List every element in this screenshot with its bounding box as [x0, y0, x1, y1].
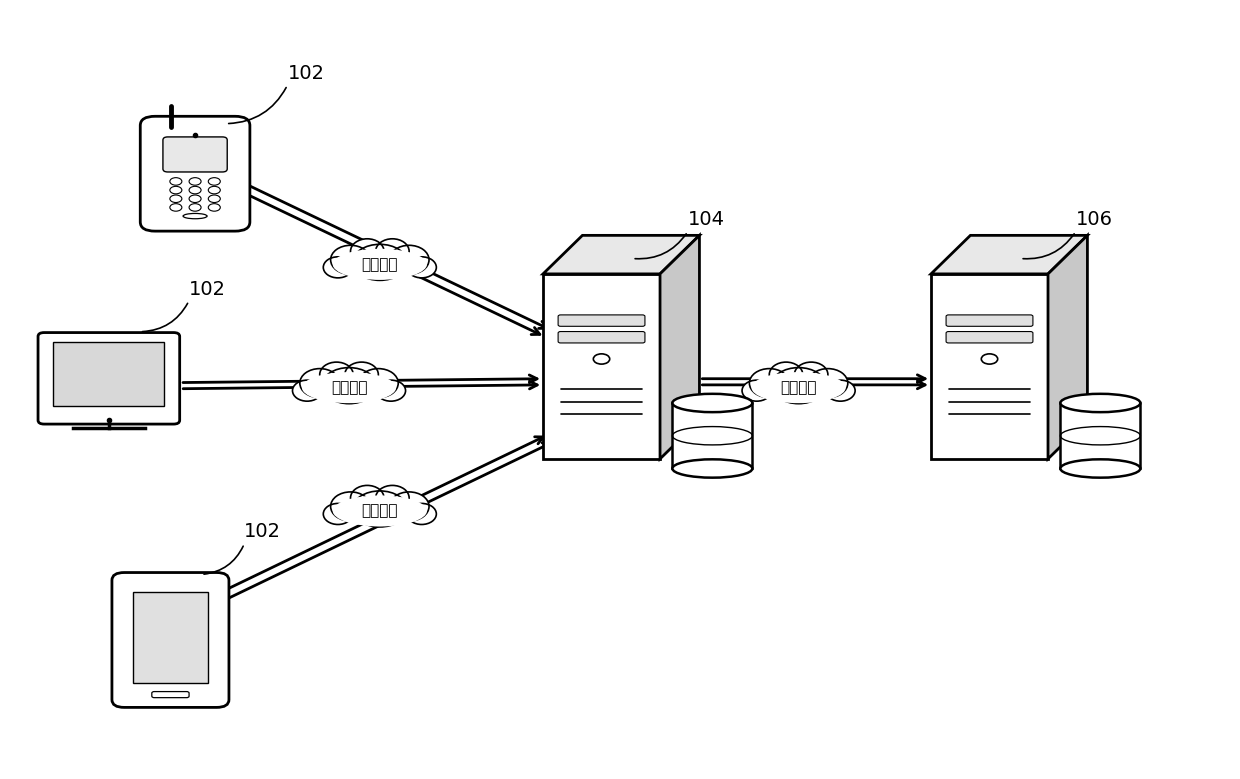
Ellipse shape	[352, 491, 407, 527]
Text: 106: 106	[1076, 210, 1112, 229]
Circle shape	[208, 203, 221, 211]
Ellipse shape	[749, 368, 789, 397]
Circle shape	[170, 178, 182, 185]
Ellipse shape	[358, 368, 398, 397]
Ellipse shape	[322, 368, 376, 404]
Ellipse shape	[795, 362, 828, 387]
FancyBboxPatch shape	[558, 332, 645, 343]
Text: 102: 102	[188, 280, 226, 298]
Text: 102: 102	[288, 64, 325, 83]
Ellipse shape	[300, 368, 340, 397]
Ellipse shape	[407, 503, 436, 524]
Circle shape	[208, 186, 221, 194]
FancyBboxPatch shape	[38, 333, 180, 424]
Ellipse shape	[301, 372, 396, 404]
Ellipse shape	[742, 380, 771, 401]
Text: 网络连接: 网络连接	[780, 380, 817, 395]
Text: 网络连接: 网络连接	[331, 380, 367, 395]
Ellipse shape	[293, 380, 322, 401]
Ellipse shape	[352, 245, 407, 280]
Polygon shape	[543, 235, 699, 274]
Ellipse shape	[332, 495, 427, 527]
Ellipse shape	[376, 485, 409, 510]
FancyBboxPatch shape	[140, 116, 250, 231]
Bar	[53, 342, 165, 406]
Ellipse shape	[331, 492, 371, 521]
Ellipse shape	[376, 239, 409, 264]
Ellipse shape	[389, 492, 429, 521]
Polygon shape	[1048, 235, 1087, 459]
Text: 网络连接: 网络连接	[362, 503, 398, 519]
Text: 网络连接: 网络连接	[362, 257, 398, 272]
Circle shape	[208, 195, 221, 203]
Ellipse shape	[826, 380, 856, 401]
FancyBboxPatch shape	[151, 692, 188, 698]
Ellipse shape	[1060, 394, 1141, 412]
Bar	[543, 274, 660, 459]
Circle shape	[170, 195, 182, 203]
FancyBboxPatch shape	[946, 332, 1033, 343]
FancyBboxPatch shape	[946, 315, 1033, 326]
Ellipse shape	[751, 372, 846, 404]
Bar	[133, 592, 208, 683]
Ellipse shape	[351, 485, 384, 510]
Ellipse shape	[407, 257, 436, 278]
Ellipse shape	[324, 503, 352, 524]
Polygon shape	[931, 235, 1087, 274]
Ellipse shape	[320, 362, 353, 387]
Bar	[1060, 403, 1141, 468]
Circle shape	[188, 186, 201, 194]
Ellipse shape	[332, 249, 427, 280]
Ellipse shape	[345, 362, 378, 387]
Circle shape	[188, 178, 201, 185]
Ellipse shape	[1060, 460, 1141, 478]
Ellipse shape	[770, 382, 827, 402]
Text: 104: 104	[688, 210, 724, 229]
Circle shape	[170, 203, 182, 211]
Ellipse shape	[324, 257, 352, 278]
Ellipse shape	[376, 380, 405, 401]
Text: 102: 102	[244, 523, 281, 541]
Ellipse shape	[184, 213, 207, 219]
Ellipse shape	[771, 368, 826, 404]
Ellipse shape	[351, 259, 409, 278]
Circle shape	[981, 354, 998, 364]
Ellipse shape	[389, 245, 429, 274]
Bar	[672, 403, 753, 468]
Ellipse shape	[331, 245, 371, 274]
Circle shape	[188, 203, 201, 211]
Circle shape	[170, 186, 182, 194]
Ellipse shape	[672, 394, 753, 412]
Ellipse shape	[320, 382, 378, 402]
Ellipse shape	[351, 505, 409, 525]
Ellipse shape	[769, 362, 802, 387]
FancyBboxPatch shape	[162, 137, 227, 172]
FancyBboxPatch shape	[112, 573, 229, 707]
Ellipse shape	[672, 460, 753, 478]
Bar	[931, 274, 1048, 459]
Circle shape	[208, 178, 221, 185]
Polygon shape	[660, 235, 699, 459]
FancyBboxPatch shape	[558, 315, 645, 326]
Ellipse shape	[351, 239, 384, 264]
Ellipse shape	[808, 368, 848, 397]
Circle shape	[188, 195, 201, 203]
Circle shape	[593, 354, 610, 364]
